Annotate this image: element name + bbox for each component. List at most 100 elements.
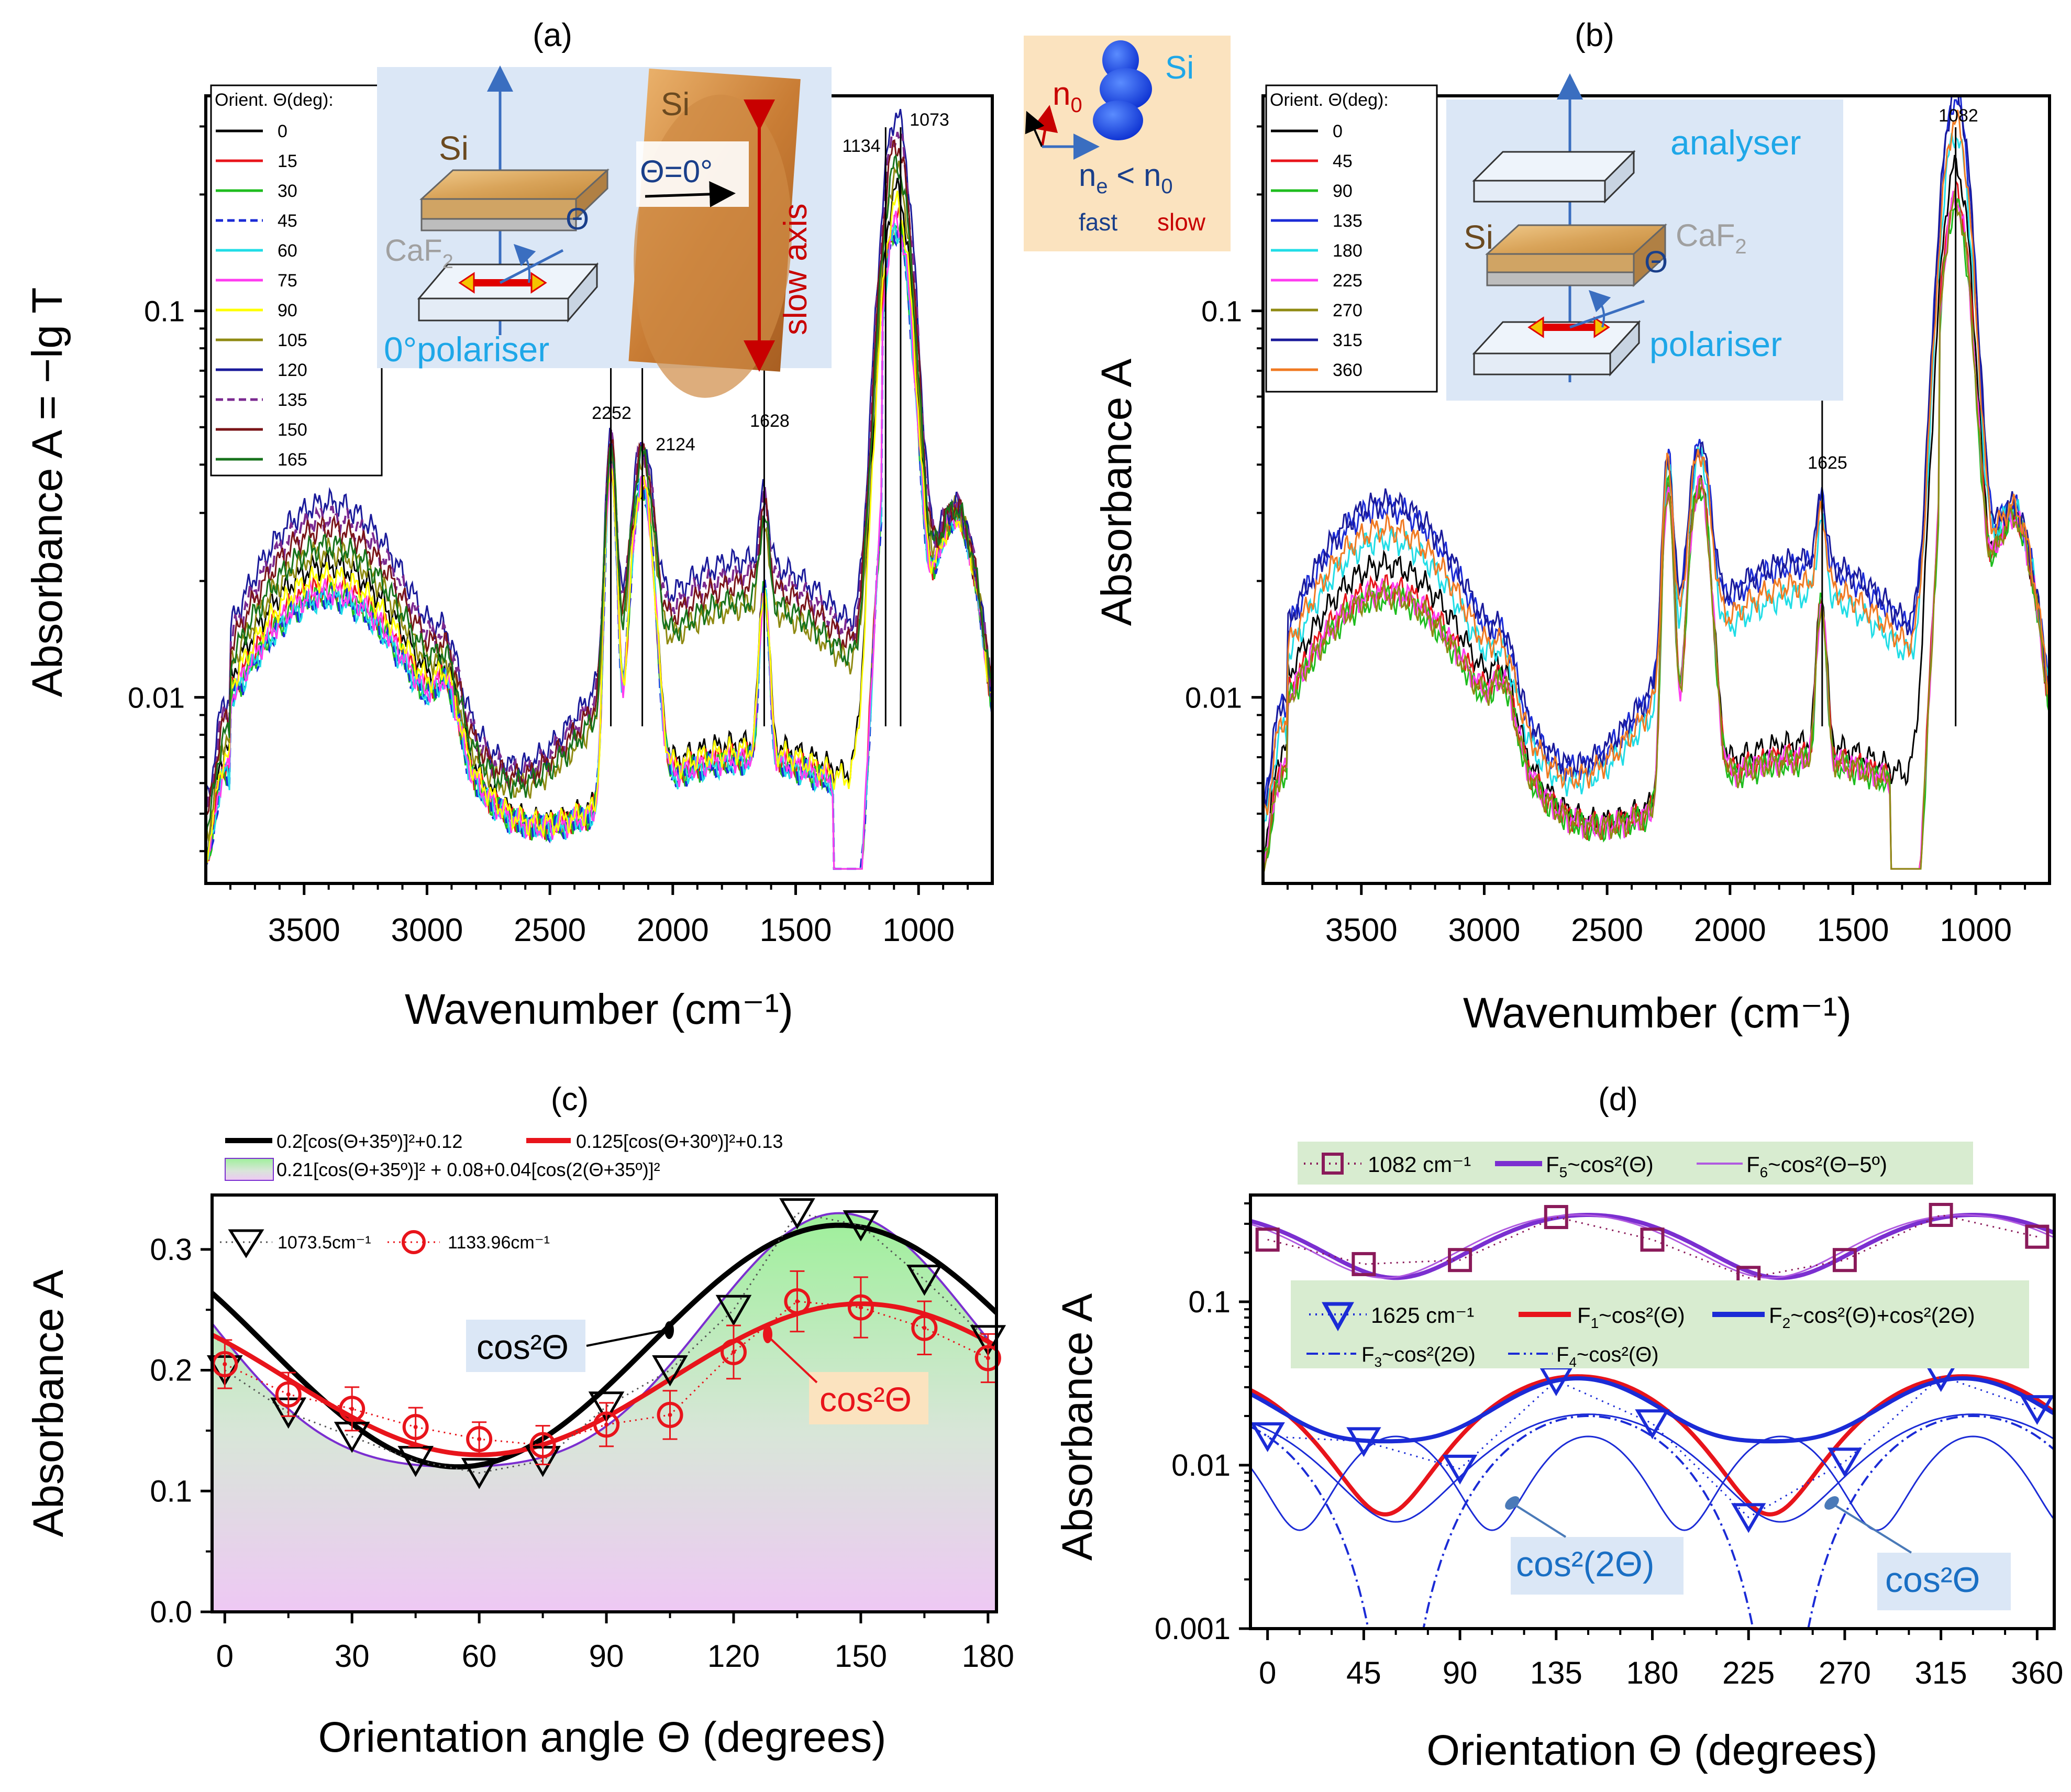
panel-a-polariser-front bbox=[418, 297, 569, 322]
panel-b-theta-line bbox=[1569, 300, 1645, 329]
legend-label-b-45: 45 bbox=[1333, 151, 1353, 171]
c-x-tick-label-0: 0 bbox=[216, 1639, 234, 1674]
panel-c-circle-dot-165 bbox=[922, 1325, 927, 1330]
panel-c-circle-dot-90 bbox=[604, 1422, 609, 1427]
panel-c-circle-45 bbox=[402, 1413, 429, 1440]
spectrum-b-315 bbox=[1263, 96, 2050, 806]
legend-label-a-150: 150 bbox=[278, 420, 307, 440]
panel-b: (b) 1625 1082 3500 3000 2500 2000 1500 1000 0.… bbox=[1093, 17, 2051, 1037]
peak-label-1625: 1625 bbox=[1808, 453, 1847, 473]
legend-label-b-180: 180 bbox=[1333, 241, 1363, 261]
panel-c-tri-135 bbox=[779, 1198, 815, 1230]
y-tick-label-0.1: 0.1 bbox=[1201, 295, 1242, 328]
y-tick-label-0.01: 0.01 bbox=[128, 681, 185, 714]
panel-d-x-ticks: 0 45 90 135 180 225 270 315 360 bbox=[1259, 1629, 2063, 1690]
c-y-tick-label-0.2: 0.2 bbox=[150, 1354, 192, 1388]
legend-label-a-0: 0 bbox=[278, 121, 287, 141]
panel-a-inset: Si CaF2 Θ 0°polariser Si Θ=0° slow axis bbox=[377, 65, 832, 398]
panel-a-polariser-side bbox=[567, 262, 598, 323]
legend-label-a-15: 15 bbox=[278, 151, 297, 171]
ne-n0-label: ne < n0 bbox=[1079, 158, 1173, 198]
panel-c-circle-105 bbox=[657, 1401, 683, 1428]
panel-d-annot-2-dot bbox=[1824, 1496, 1839, 1510]
panel-b-analyser-side bbox=[1604, 150, 1635, 204]
legend-label-a-105: 105 bbox=[278, 330, 307, 350]
panel-d-annot-2-pointer bbox=[1834, 1505, 1912, 1554]
panel-a-slow-axis-label: slow axis bbox=[778, 203, 814, 335]
peak-label-1073: 1073 bbox=[910, 110, 949, 130]
panel-d-curves bbox=[1250, 1213, 2054, 1629]
panel-d-x-label: Orientation Θ (degrees) bbox=[1426, 1727, 1877, 1774]
legend-label-b-0: 0 bbox=[1333, 121, 1343, 141]
panel-d-square-135 bbox=[1544, 1205, 1568, 1230]
legend-label-b-315: 315 bbox=[1333, 330, 1363, 350]
panel-d-thin1 bbox=[1250, 1413, 2054, 1523]
panel-d-legend-1625-marker bbox=[1322, 1302, 1354, 1332]
panel-d-title: (d) bbox=[1598, 1081, 1638, 1118]
panel-d-tri-225 bbox=[1731, 1503, 1766, 1533]
panel-c-circle-dot-15 bbox=[286, 1392, 291, 1397]
panel-d-tri-180 bbox=[1635, 1409, 1670, 1440]
panel-c-x-label: Orientation angle Θ (degrees) bbox=[318, 1713, 887, 1761]
panel-c-circle-dot-120 bbox=[731, 1349, 736, 1354]
legend-label-b-135: 135 bbox=[1333, 211, 1363, 231]
panel-c-annot-black-dot bbox=[665, 1321, 674, 1339]
panel-a-x-ticks: 3500 3000 2500 2000 1500 1000 bbox=[229, 883, 969, 948]
panel-d-square-0 bbox=[1255, 1227, 1280, 1252]
panel-c-circle-dot-0 bbox=[223, 1362, 227, 1367]
legend-label-a-120: 120 bbox=[278, 360, 307, 380]
panel-c-tri-120 bbox=[715, 1295, 752, 1326]
panel-a-pol-arrow-head-right bbox=[530, 272, 547, 294]
panel-c-circle-dot-30 bbox=[350, 1407, 355, 1411]
panel-c-circle-90 bbox=[593, 1411, 620, 1438]
panel-b-title: (b) bbox=[1575, 17, 1614, 53]
peak-label-1082: 1082 bbox=[1939, 106, 1978, 126]
legend-label-a-60: 60 bbox=[278, 241, 297, 261]
panel-a-caf2-plate bbox=[420, 218, 577, 231]
panel-c-circle-dot-150 bbox=[858, 1305, 863, 1310]
x-tick-label-2500: 2500 bbox=[514, 912, 586, 948]
panel-d-legend-f6-text: F6~cos²(Θ−5º) bbox=[1746, 1152, 1887, 1180]
panel-c-circle-dot-60 bbox=[477, 1437, 482, 1442]
panel-c-circle-dot-180 bbox=[985, 1356, 990, 1360]
panel-b-polariser-front bbox=[1473, 352, 1611, 375]
panel-c-circle-150 bbox=[847, 1294, 874, 1321]
panel-c-frame bbox=[211, 1193, 998, 1613]
panel-a-y-label: Absorbance A = −lg T bbox=[24, 287, 71, 698]
peak-label-2252: 2252 bbox=[592, 403, 632, 423]
si-blob-2 bbox=[1100, 68, 1152, 110]
panel-d-tri-360 bbox=[2020, 1395, 2055, 1425]
panel-b-theta-label: Θ bbox=[1644, 245, 1668, 279]
d-x-tick-label-90: 90 bbox=[1443, 1655, 1478, 1690]
x-tick-label-2000: 2000 bbox=[1694, 912, 1766, 948]
panel-a: (a) 2252 2124 1628 1134 1073 3500 3000 2500 200… bbox=[24, 17, 994, 1033]
x-tick-label-3000: 3000 bbox=[391, 912, 463, 948]
x-tick-label-1000: 1000 bbox=[882, 912, 955, 948]
panel-c-annot-black: cos²Θ bbox=[477, 1328, 569, 1366]
panel-d-y-ticks: 0.001 0.01 0.1 bbox=[1155, 1202, 1250, 1646]
panel-d-y-label: Absorbance A bbox=[1054, 1293, 1101, 1561]
panel-a-photo-si-label: Si bbox=[661, 86, 690, 123]
panel-a-pol-arrow-head-left bbox=[458, 272, 475, 294]
panel-b-theta-arc bbox=[1588, 290, 1611, 328]
panel-c-circle-15 bbox=[275, 1381, 302, 1408]
legend-label-a-165: 165 bbox=[278, 450, 307, 470]
axis-arrow bbox=[1025, 110, 1045, 147]
panel-d-legend-f4-text: F4~cos²(Θ) bbox=[1556, 1343, 1659, 1370]
legend-label-b-90: 90 bbox=[1333, 181, 1353, 201]
panel-d-square-45 bbox=[1352, 1252, 1376, 1276]
panel-a-y-ticks: 0.01 0.1 bbox=[128, 125, 206, 853]
panel-a-photo bbox=[628, 68, 801, 398]
panel-d-annot-cos2theta: cos²Θ bbox=[1885, 1560, 1980, 1600]
panel-d-f4 bbox=[1250, 1415, 2054, 1629]
spectrum-b-270 bbox=[1263, 191, 2050, 872]
panel-c-connect-0 bbox=[224, 1212, 989, 1474]
panel-c-y-label: Absorbance A bbox=[25, 1269, 72, 1537]
panel-c-annot-red: cos²Θ bbox=[819, 1380, 912, 1419]
c-legend-tri-label: 1073.5cm⁻¹ bbox=[278, 1233, 371, 1253]
c-x-tick-label-90: 90 bbox=[589, 1639, 624, 1674]
x-tick-label-1500: 1500 bbox=[1817, 912, 1889, 948]
panel-d-f1 bbox=[1250, 1374, 2054, 1517]
panel-b-caf2-label: CaF2 bbox=[1676, 218, 1747, 258]
